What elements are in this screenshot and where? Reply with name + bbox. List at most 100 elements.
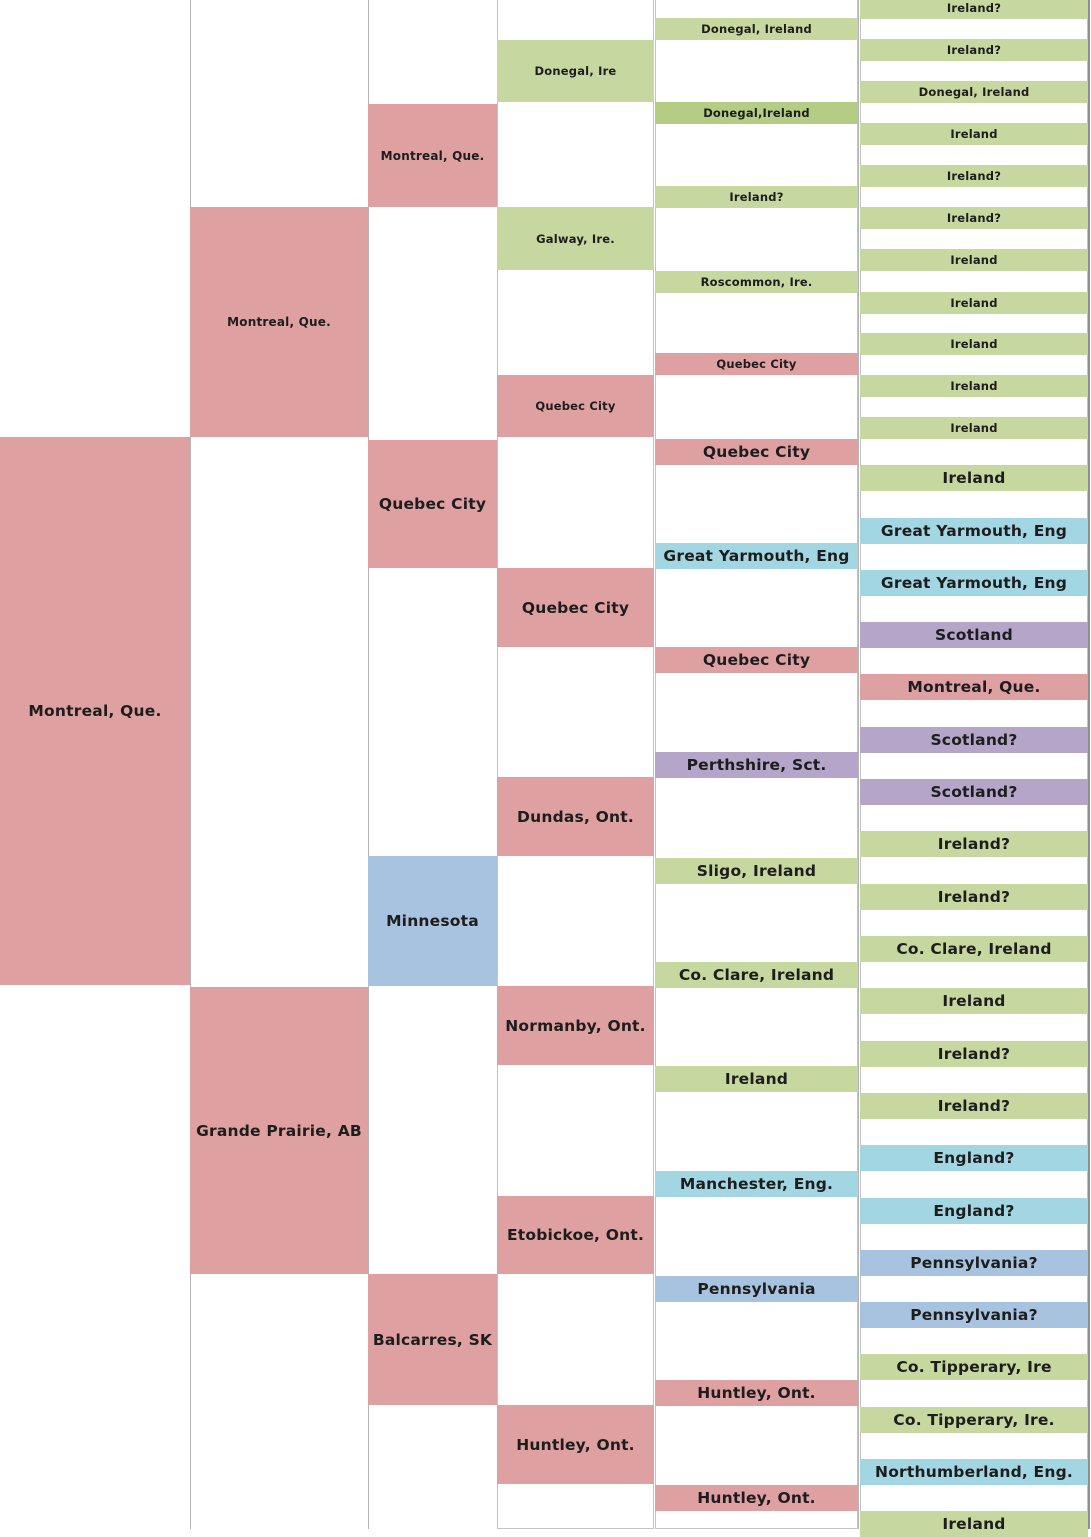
- pedigree-cell: Ireland: [655, 1066, 858, 1092]
- pedigree-cell-empty: [655, 1301, 858, 1381]
- pedigree-cell-empty: [655, 1091, 858, 1172]
- pedigree-cell: Sligo, Ireland: [655, 858, 858, 884]
- pedigree-cell-empty: [860, 1275, 1088, 1303]
- pedigree-cell-empty: [655, 777, 858, 859]
- pedigree-cell-empty: [655, 672, 858, 753]
- pedigree-cell-empty: [860, 543, 1088, 571]
- pedigree-cell-empty: [655, 374, 858, 440]
- pedigree-cell-empty: [497, 1064, 654, 1197]
- pedigree-cell-empty: [860, 228, 1088, 250]
- pedigree-cell: Etobickoe, Ont.: [497, 1196, 654, 1274]
- pedigree-cell: Ireland?: [860, 39, 1088, 61]
- pedigree-cell-empty: [860, 909, 1088, 937]
- pedigree-cell: Dundas, Ont.: [497, 777, 654, 856]
- pedigree-cell-empty: [860, 438, 1088, 466]
- pedigree-cell: England?: [860, 1198, 1088, 1224]
- pedigree-cell: Scotland?: [860, 779, 1088, 805]
- pedigree-cell: Huntley, Ont.: [655, 1485, 858, 1511]
- pedigree-cell: Ireland?: [860, 0, 1088, 19]
- pedigree-cell: Galway, Ire.: [497, 207, 654, 270]
- pedigree-cell: Donegal, Ireland: [655, 18, 858, 40]
- pedigree-cell-empty: [655, 987, 858, 1067]
- pedigree-cell-empty: [860, 856, 1088, 885]
- pedigree-cell: Scotland?: [860, 727, 1088, 753]
- pedigree-cell: Quebec City: [368, 440, 497, 568]
- pedigree-cell: England?: [860, 1145, 1088, 1171]
- pedigree-cell-empty: [860, 144, 1088, 166]
- pedigree-cell-empty: [860, 396, 1088, 418]
- pedigree-cell: Montreal, Que.: [190, 207, 368, 437]
- pedigree-cell: Ireland: [860, 988, 1088, 1014]
- pedigree-cell: Montreal, Que.: [0, 437, 190, 985]
- pedigree-cell: Ireland?: [860, 831, 1088, 857]
- pedigree-cell: Scotland: [860, 622, 1088, 648]
- pedigree-cell-empty: [860, 354, 1088, 376]
- pedigree-cell: Pennsylvania: [655, 1276, 858, 1302]
- pedigree-cell: Ireland?: [860, 1093, 1088, 1119]
- pedigree-cell: Perthshire, Sct.: [655, 752, 858, 778]
- pedigree-cell-empty: [497, 0, 654, 41]
- pedigree-cell-empty: [497, 436, 654, 569]
- pedigree-cell: Grande Prairie, AB: [190, 987, 368, 1274]
- pedigree-cell: Quebec City: [497, 568, 654, 647]
- pedigree-cell-empty: [655, 883, 858, 963]
- pedigree-cell: Co. Tipperary, Ire.: [860, 1407, 1088, 1433]
- pedigree-cell: Quebec City: [655, 353, 858, 375]
- pedigree-cell: Pennsylvania?: [860, 1302, 1088, 1328]
- pedigree-cell-empty: [860, 595, 1088, 623]
- pedigree-cell-empty: [655, 464, 858, 544]
- pedigree-cell: Northumberland, Eng.: [860, 1459, 1088, 1485]
- pedigree-cell-empty: [655, 1405, 858, 1486]
- pedigree-cell-empty: [497, 101, 654, 208]
- pedigree-cell-empty: [497, 1273, 654, 1406]
- pedigree-cell-empty: [860, 804, 1088, 832]
- pedigree-cell-empty: [860, 1170, 1088, 1199]
- pedigree-cell: Ireland: [860, 249, 1088, 271]
- pedigree-cell: Minnesota: [368, 856, 497, 986]
- pedigree-cell-empty: [860, 647, 1088, 675]
- pedigree-cell: Ireland?: [655, 186, 858, 208]
- pedigree-cell: Ireland: [860, 375, 1088, 397]
- pedigree-cell: Normanby, Ont.: [497, 986, 654, 1065]
- pedigree-cell: Quebec City: [497, 375, 654, 437]
- pedigree-cell-empty: [655, 568, 858, 648]
- pedigree-cell-empty: [860, 1223, 1088, 1251]
- pedigree-cell: Ireland: [860, 465, 1088, 491]
- pedigree-cell-empty: [860, 270, 1088, 293]
- pedigree-cell-empty: [655, 0, 858, 19]
- column-gridline: [368, 0, 369, 1529]
- pedigree-cell: Ireland: [860, 417, 1088, 439]
- pedigree-cell: Ireland?: [860, 1041, 1088, 1067]
- pedigree-cell-empty: [497, 269, 654, 376]
- pedigree-cell-empty: [860, 1432, 1088, 1460]
- pedigree-cell-empty: [655, 39, 858, 103]
- pedigree-cell-empty: [860, 1118, 1088, 1146]
- column-gridline: [190, 0, 191, 1529]
- pedigree-cell-empty: [860, 1013, 1088, 1042]
- pedigree-cell: Ireland: [860, 292, 1088, 314]
- pedigree-cell-empty: [497, 855, 654, 987]
- pedigree-cell-empty: [497, 646, 654, 778]
- pedigree-cell-empty: [860, 961, 1088, 989]
- pedigree-cell-empty: [655, 1510, 858, 1529]
- pedigree-cell: Donegal, Ireland: [860, 81, 1088, 103]
- pedigree-cell: Ireland?: [860, 884, 1088, 910]
- pedigree-cell-empty: [860, 1327, 1088, 1355]
- pedigree-cell: Manchester, Eng.: [655, 1171, 858, 1197]
- pedigree-cell: Donegal,Ireland: [655, 102, 858, 124]
- pedigree-cell: Pennsylvania?: [860, 1250, 1088, 1276]
- pedigree-cell-empty: [497, 1483, 654, 1529]
- pedigree-cell-empty: [860, 186, 1088, 208]
- pedigree-cell: Co. Clare, Ireland: [655, 962, 858, 988]
- right-edge-gridline: [1088, 0, 1090, 1529]
- pedigree-cell: Ireland: [860, 123, 1088, 145]
- pedigree-cell-empty: [655, 123, 858, 187]
- pedigree-cell-empty: [860, 102, 1088, 124]
- pedigree-cell-empty: [860, 699, 1088, 728]
- pedigree-cell-empty: [860, 1484, 1088, 1512]
- pedigree-cell: Co. Tipperary, Ire: [860, 1354, 1088, 1380]
- pedigree-cell: Roscommon, Ire.: [655, 271, 858, 293]
- pedigree-cell-empty: [655, 292, 858, 354]
- pedigree-cell-empty: [860, 18, 1088, 40]
